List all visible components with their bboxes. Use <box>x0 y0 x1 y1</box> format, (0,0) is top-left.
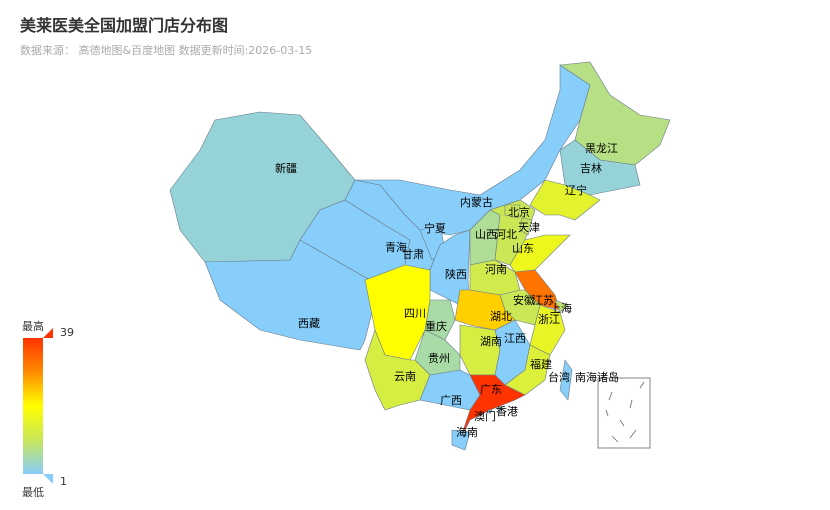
province-label: 福建 <box>530 357 552 371</box>
visual-map-max: 39 <box>60 326 74 339</box>
province-label: 甘肃 <box>402 248 424 261</box>
province-label: 黑龙江 <box>585 142 618 155</box>
province-label: 广西 <box>440 394 462 407</box>
province-label: 青海 <box>385 240 407 254</box>
province-label: 海南 <box>456 425 478 439</box>
province-region[interactable] <box>529 179 601 221</box>
province-label: 陕西 <box>445 267 467 281</box>
province-region[interactable] <box>504 204 521 219</box>
province-label: 四川 <box>404 307 426 320</box>
province-label: 山东 <box>512 242 534 255</box>
province-label: 河南 <box>485 263 507 276</box>
province-label: 浙江 <box>538 313 560 326</box>
province-label: 江西 <box>504 332 526 345</box>
province-region[interactable] <box>559 139 641 196</box>
visual-map-low-label: 最低 <box>22 486 44 499</box>
province-region[interactable] <box>487 409 493 415</box>
province-region[interactable] <box>451 429 471 451</box>
subtitle: 数据来源： 高德地图&百度地图 数据更新时间:2026-03-15 <box>20 44 313 57</box>
province-label: 西藏 <box>298 317 320 330</box>
province-label: 北京 <box>508 205 530 219</box>
province-label: 山西 <box>475 228 497 241</box>
province-region[interactable] <box>519 217 533 236</box>
province-region[interactable] <box>495 407 503 413</box>
province-label: 吉林 <box>580 161 602 175</box>
province-label: 贵州 <box>428 352 450 365</box>
south-china-sea-inset <box>597 377 651 449</box>
province-label: 内蒙古 <box>460 195 493 209</box>
province-label: 广东 <box>480 383 502 396</box>
province-label: 湖南 <box>480 335 502 348</box>
province-label: 澳门 <box>474 409 496 423</box>
province-label: 河北 <box>495 228 517 241</box>
province-label: 宁夏 <box>424 221 446 235</box>
visual-map-gradient-bar[interactable] <box>23 338 43 474</box>
visual-map-min: 1 <box>60 475 67 488</box>
province-label: 重庆 <box>425 319 447 333</box>
province-label: 辽宁 <box>565 183 587 197</box>
province-region[interactable] <box>559 359 573 401</box>
province-region[interactable] <box>459 324 501 376</box>
visual-map-high-label: 最高 <box>22 320 44 333</box>
inset-label: 南海诸岛 <box>575 370 619 384</box>
province-label: 香港 <box>496 405 518 418</box>
province-region[interactable] <box>559 61 671 166</box>
province-label: 湖北 <box>490 310 512 323</box>
province-label: 安徽 <box>513 293 535 307</box>
province-label: 新疆 <box>275 161 297 175</box>
province-region[interactable] <box>204 239 376 351</box>
province-region[interactable] <box>554 299 569 313</box>
province-label: 台湾 <box>548 370 570 384</box>
province-label: 云南 <box>394 370 416 383</box>
province-label: 天津 <box>518 221 540 234</box>
page-title: 美莱医美全国加盟门店分布图 <box>20 16 229 35</box>
province-label: 江苏 <box>532 294 554 307</box>
province-label: 上海 <box>550 301 572 315</box>
